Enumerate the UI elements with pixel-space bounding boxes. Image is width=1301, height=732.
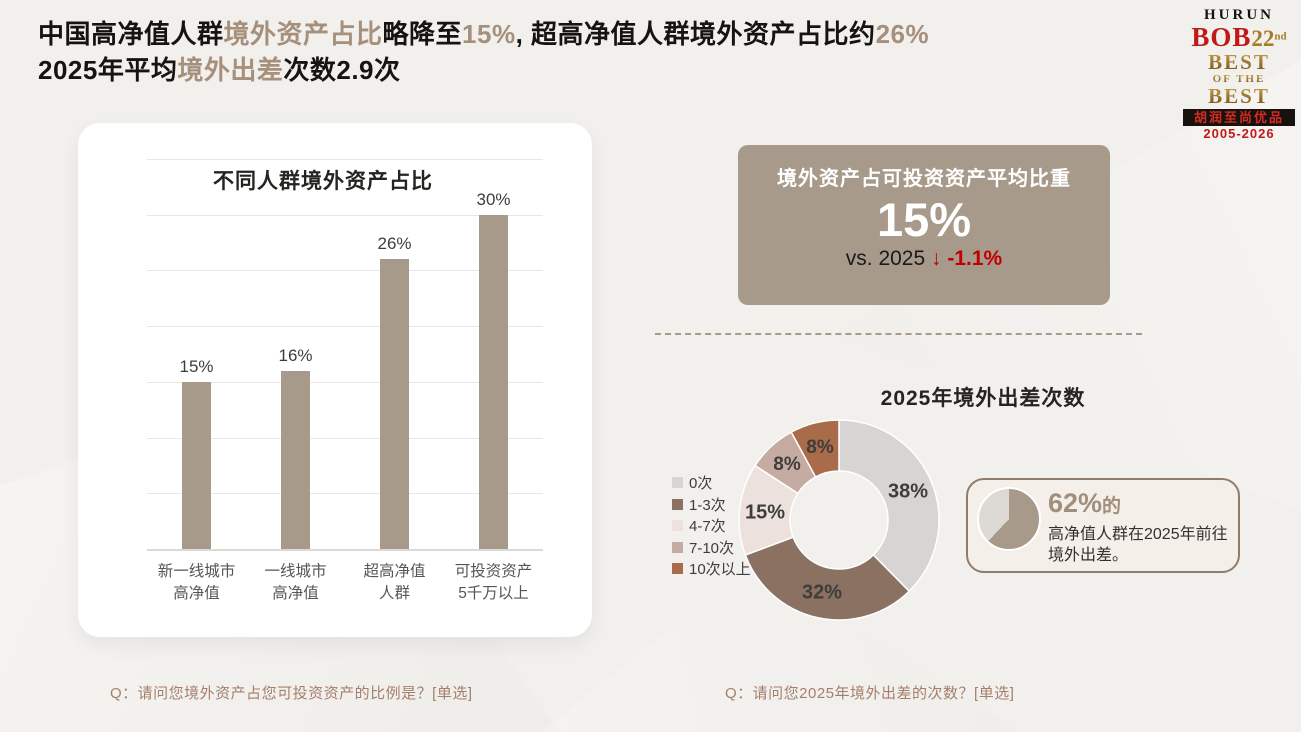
callout-box: 62%的 高净值人群在2025年前往 境外出差。: [966, 478, 1240, 573]
bar-value-label: 30%: [476, 189, 511, 209]
title-line-1: 中国高净值人群境外资产占比略降至15%, 超高净值人群境外资产占比约26%: [38, 16, 1168, 52]
bar: [380, 259, 409, 549]
bar-series: 15% 16% 26% 30%: [147, 159, 543, 549]
gridline: [147, 493, 543, 495]
footnote-right: Q：请问您2025年境外出差的次数？[单选]: [725, 685, 1015, 702]
donut-slice-label: 32%: [801, 581, 843, 604]
title-segment-highlight: 15%: [462, 19, 516, 49]
bar-value-label: 15%: [179, 356, 214, 376]
category-label: 一线城市 高净值: [264, 563, 327, 602]
category-label: 可投资资产 5千万以上: [454, 563, 533, 602]
title-segment: 次数2.9次: [283, 55, 401, 85]
category-label: 新一线城市 高净值: [157, 563, 236, 602]
legend-label: 1-3次: [689, 496, 726, 514]
bar-slot: 16%: [246, 159, 345, 549]
gridline: [147, 159, 543, 160]
logo-bob-text: BOB: [1191, 22, 1252, 52]
donut-slice-label: 38%: [887, 480, 929, 503]
donut-slice-10次以上: [790, 419, 840, 478]
callout-pie-icon: [977, 487, 1041, 551]
legend-swatch: [672, 498, 683, 510]
donut-chart: 38% 32% 15% 8% 8%: [738, 419, 940, 621]
legend-item: 4-7次: [672, 515, 751, 537]
donut-chart-title: 2025年境外出差次数: [880, 387, 1086, 410]
legend-item: 7-10次: [672, 537, 751, 559]
title-segment-highlight: 26%: [875, 19, 930, 49]
title-segment: 2025年平均: [38, 55, 178, 85]
highlight-box-comparison: vs. 2025 ↓ -1.1%: [846, 247, 1002, 271]
x-axis-line: [147, 549, 543, 551]
title-segment: 略降至: [382, 19, 463, 49]
hurun-bob-logo: HURUN BOB22nd BEST OF THE BEST 胡润至尚优品 20…: [1183, 8, 1295, 140]
highlight-box-value: 15%: [876, 193, 972, 246]
category-axis: 新一线城市 高净值 一线城市 高净值 超高净值 人群 可投资资产 5千万以上: [147, 561, 543, 605]
logo-years: 2005-2026: [1203, 126, 1275, 141]
gridline: [147, 270, 543, 272]
category-label: 超高净值 人群: [363, 563, 426, 602]
bar-chart-plot: 15% 16% 26% 30% 新一线城市 高净值: [147, 159, 543, 602]
legend-swatch: [672, 563, 683, 575]
dashed-divider: [655, 333, 1142, 335]
bar: [479, 214, 508, 549]
legend-item: 10次以上: [672, 558, 751, 580]
legend-swatch: [672, 541, 683, 553]
legend-label: 4-7次: [689, 518, 726, 536]
bar-chart-card: 15% 16% 26% 30% 新一线城市 高净值: [78, 123, 592, 637]
donut-slice-1-3次: [744, 536, 911, 621]
logo-edition: 22: [1251, 26, 1275, 51]
logo-bob-row: BOB22nd: [1183, 24, 1295, 51]
donut-slice-label: 8%: [773, 454, 801, 475]
callout-percent: 62%: [1048, 488, 1103, 518]
callout-headline: 62%的: [1048, 488, 1121, 519]
page-title: 中国高净值人群境外资产占比略降至15%, 超高净值人群境外资产占比约26% 20…: [38, 16, 1168, 88]
gridline: [147, 326, 543, 328]
title-segment: ,: [515, 19, 532, 49]
bar-slot: 26%: [345, 159, 444, 549]
logo-brand-text: HURUN: [1204, 7, 1274, 23]
title-segment-highlight: 境外出差: [177, 55, 284, 85]
legend-label: 10次以上: [689, 561, 751, 579]
comparison-value: -1.1%: [947, 247, 1003, 271]
bar: [182, 381, 211, 549]
gridline: [147, 381, 543, 383]
gridline: [147, 437, 543, 439]
callout-text-line: 境外出差。: [1048, 547, 1129, 564]
bar: [281, 370, 310, 549]
logo-chinese-text: 胡润至尚优品: [1183, 109, 1295, 126]
logo-best-line: BEST: [1183, 86, 1295, 107]
highlight-box-title: 境外资产占可投资资产平均比重: [777, 168, 1071, 190]
comparison-prefix: vs. 2025: [845, 247, 932, 271]
logo-best-line: BEST: [1183, 52, 1295, 73]
donut-slice-label: 15%: [744, 501, 786, 524]
title-segment: 中国高净值人群: [38, 19, 224, 49]
legend-swatch: [672, 477, 683, 489]
legend-item: 1-3次: [672, 494, 751, 516]
bar-slot: 15%: [147, 159, 246, 549]
bar-chart-title: 不同人群境外资产占比: [213, 170, 433, 193]
gridline: [147, 214, 543, 216]
logo-edition-suffix: nd: [1274, 30, 1287, 43]
title-line-2: 2025年平均境外出差次数2.9次: [38, 52, 1168, 88]
bar-value-label: 16%: [278, 345, 313, 365]
donut-legend: 0次 1-3次 4-7次 7-10次 10次以上: [672, 472, 751, 580]
title-segment-highlight: 境外资产占比: [223, 19, 383, 49]
donut-slice-0次: [838, 419, 940, 593]
legend-item: 0次: [672, 472, 751, 494]
donut-svg: [738, 419, 940, 621]
callout-text: 高净值人群在2025年前往 境外出差。: [1048, 524, 1234, 566]
logo-best-line: OF THE: [1183, 74, 1295, 85]
bar-value-label: 26%: [377, 234, 412, 254]
donut-slice-label: 8%: [806, 437, 834, 458]
legend-label: 0次: [689, 475, 713, 493]
title-segment: 超高净值人群境外资产占比约: [531, 19, 876, 49]
highlight-box: 境外资产占可投资资产平均比重 15% vs. 2025 ↓ -1.1%: [738, 145, 1110, 305]
bar-slot: 30%: [444, 159, 543, 549]
callout-percent-suffix: 的: [1102, 496, 1122, 517]
legend-swatch: [672, 520, 683, 532]
legend-label: 7-10次: [689, 539, 735, 557]
callout-text-line: 高净值人群在2025年前往: [1048, 526, 1228, 543]
down-arrow-icon: ↓: [931, 247, 948, 271]
footnote-left: Q：请问您境外资产占您可投资资产的比例是？[单选]: [110, 685, 473, 702]
